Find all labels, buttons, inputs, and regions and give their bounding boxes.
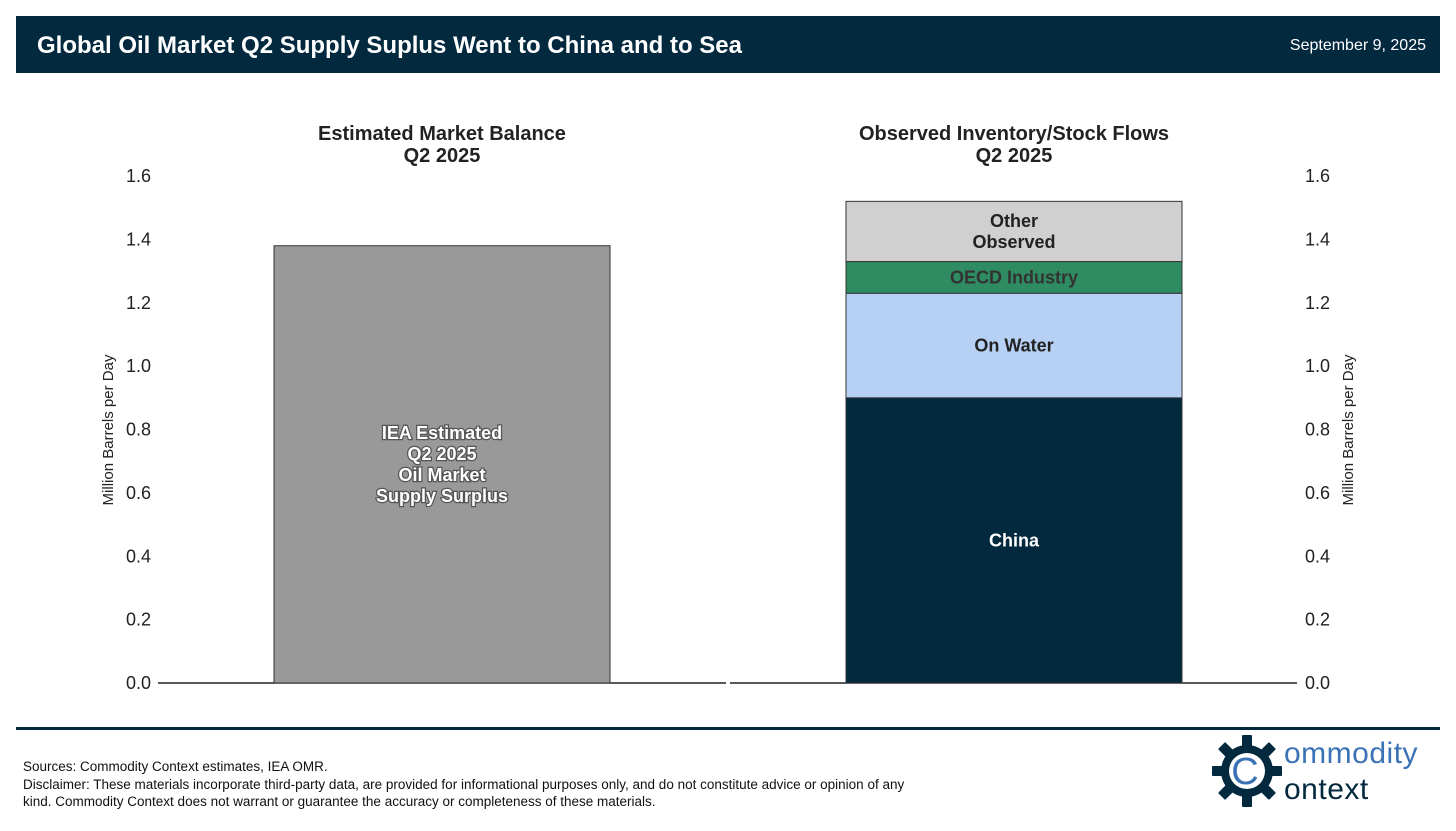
left-y-tick-label: 1.2 bbox=[126, 293, 151, 313]
right-bar-label: China bbox=[989, 530, 1040, 550]
right-y-axis-ticks: 0.0 0.2 0.4 0.6 0.8 1.0 1.2 1.4 1.6 bbox=[1305, 166, 1330, 693]
chart-title: Global Oil Market Q2 Supply Suplus Went … bbox=[37, 32, 742, 59]
left-y-tick-label: 0.4 bbox=[126, 546, 151, 566]
left-bar-iea-estimated-q2-2025-oil-market-supply-surplus bbox=[273, 245, 611, 684]
logo-word-context: ontext bbox=[1284, 773, 1369, 806]
chart-area: Estimated Market Balance Q2 2025 Observe… bbox=[100, 123, 1357, 693]
left-y-tick-label: 0.6 bbox=[126, 483, 151, 503]
left-y-axis-label: Million Barrels per Day bbox=[100, 354, 117, 505]
right-bar-label: OECD Industry bbox=[950, 267, 1078, 287]
commodity-context-logo: C ommodity ontext bbox=[1210, 733, 1440, 813]
right-y-tick-label: 0.0 bbox=[1305, 673, 1330, 693]
left-panel-title: Estimated Market Balance bbox=[318, 123, 566, 145]
logo-word-commodity: ommodity bbox=[1284, 737, 1419, 770]
right-bar-other-observed bbox=[845, 200, 1183, 263]
right-bar-label: On Water bbox=[974, 336, 1053, 356]
logo-c-letter: C bbox=[1231, 751, 1258, 793]
report-date: September 9, 2025 bbox=[1289, 37, 1426, 54]
right-panel-subtitle: Q2 2025 bbox=[976, 145, 1053, 167]
right-y-tick-label: 0.4 bbox=[1305, 546, 1330, 566]
left-y-axis-ticks: 0.0 0.2 0.4 0.6 0.8 1.0 1.2 1.4 1.6 bbox=[126, 166, 151, 693]
right-panel-title: Observed Inventory/Stock Flows bbox=[859, 123, 1169, 145]
left-panel-subtitle: Q2 2025 bbox=[404, 145, 481, 167]
gear-icon: C bbox=[1212, 735, 1282, 807]
left-bar-label: IEA Estimated bbox=[382, 423, 502, 443]
left-y-tick-label: 0.8 bbox=[126, 420, 151, 440]
right-y-tick-label: 1.6 bbox=[1305, 166, 1330, 186]
disclaimer-note: Disclaimer: These materials incorporate … bbox=[23, 777, 905, 809]
left-y-tick-label: 1.6 bbox=[126, 166, 151, 186]
left-y-tick-label: 1.4 bbox=[126, 229, 151, 249]
right-bar-label: Other bbox=[990, 211, 1038, 231]
right-y-tick-label: 0.8 bbox=[1305, 420, 1330, 440]
sources-note: Sources: Commodity Context estimates, IE… bbox=[23, 759, 328, 774]
right-y-tick-label: 0.6 bbox=[1305, 483, 1330, 503]
right-y-tick-label: 1.2 bbox=[1305, 293, 1330, 313]
right-y-axis-label: Million Barrels per Day bbox=[1340, 354, 1357, 505]
header-bar: Global Oil Market Q2 Supply Suplus Went … bbox=[16, 16, 1440, 73]
left-y-tick-label: 0.0 bbox=[126, 673, 151, 693]
right-y-tick-label: 1.4 bbox=[1305, 229, 1330, 249]
left-bar-label: Oil Market bbox=[398, 465, 485, 485]
footer-divider bbox=[16, 727, 1440, 730]
left-y-tick-label: 0.2 bbox=[126, 610, 151, 630]
left-y-tick-label: 1.0 bbox=[126, 356, 151, 376]
right-bar-label: Observed bbox=[972, 232, 1055, 252]
right-y-tick-label: 1.0 bbox=[1305, 356, 1330, 376]
right-bar-oecd-industry bbox=[845, 261, 1183, 294]
left-bar-label: Supply Surplus bbox=[376, 486, 508, 506]
right-bar-china bbox=[845, 397, 1183, 684]
right-bar-on-water bbox=[845, 292, 1183, 399]
left-bar-label: Q2 2025 bbox=[407, 444, 476, 464]
right-y-tick-label: 0.2 bbox=[1305, 610, 1330, 630]
